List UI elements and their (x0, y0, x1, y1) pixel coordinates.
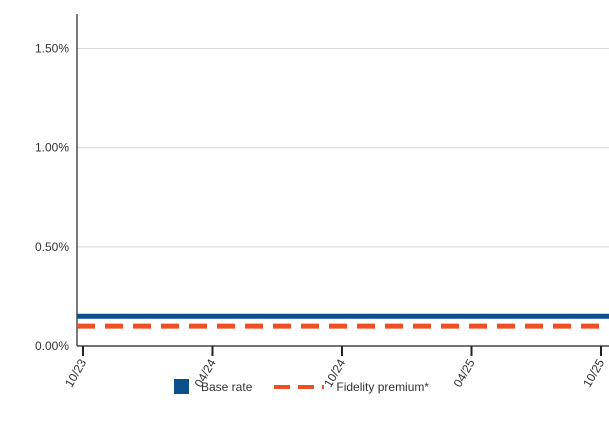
legend-swatch-base-rate (174, 379, 189, 394)
y-tick-label: 0.50% (35, 240, 69, 254)
y-tick-label: 0.00% (35, 339, 69, 353)
x-tick-label: 04/25 (451, 356, 478, 389)
y-tick-label: 1.50% (35, 42, 69, 56)
y-tick-label: 1.00% (35, 141, 69, 155)
legend-label-base-rate: Base rate (201, 379, 253, 394)
x-tick-label: 10/25 (580, 356, 607, 389)
chart-legend: Base rate Fidelity premium* (174, 379, 451, 394)
legend-item-base-rate[interactable]: Base rate (174, 379, 252, 394)
legend-label-fidelity-premium: Fidelity premium* (336, 379, 430, 394)
legend-swatch-fidelity-premium (274, 384, 325, 389)
legend-item-fidelity-premium[interactable]: Fidelity premium* (274, 380, 429, 394)
x-tick-label: 10/23 (62, 356, 89, 389)
